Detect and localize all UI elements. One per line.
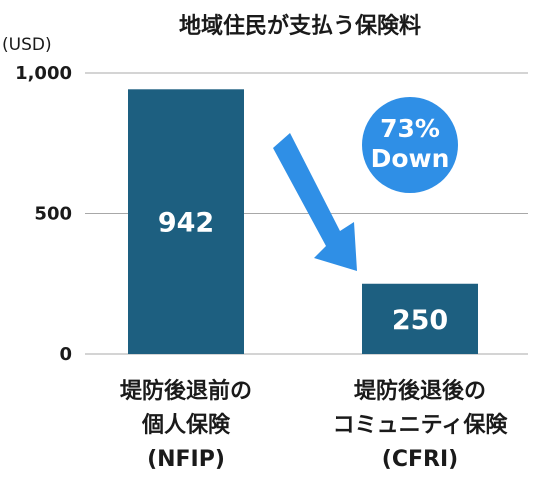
bar-value-label-0: 942 xyxy=(158,208,214,239)
y-tick-label-1: 500 xyxy=(34,204,72,225)
y-tick-label-2: 1,000 xyxy=(15,63,72,84)
badge-line-1: Down xyxy=(371,144,450,173)
bars: 942 250 xyxy=(128,89,478,354)
category-label-0-line-0: 堤防後退前の xyxy=(120,378,252,404)
category-label-1-line-0: 堤防後退後の xyxy=(354,378,486,404)
y-axis-unit: (USD) xyxy=(2,35,52,55)
category-label-0-line-2: (NFIP) xyxy=(147,447,225,472)
bar-value-label-1: 250 xyxy=(392,305,448,336)
category-label-1-line-2: (CFRI) xyxy=(382,447,458,472)
category-label-0-line-1: 個人保険 xyxy=(141,413,231,438)
percent-badge xyxy=(362,97,458,193)
chart-title: 地域住民が支払う保険料 xyxy=(179,13,421,39)
bar-0 xyxy=(128,89,244,354)
down-arrow xyxy=(273,133,357,271)
y-tick-label-0: 0 xyxy=(59,344,72,365)
category-label-1-line-1: コミュニティ保険 xyxy=(333,413,509,438)
y-axis-ticks: 0 500 1,000 xyxy=(15,63,72,365)
badge-line-0: 73% xyxy=(380,114,440,143)
decrease-annotation: 73%Down xyxy=(273,97,458,271)
bar-1 xyxy=(362,283,478,354)
